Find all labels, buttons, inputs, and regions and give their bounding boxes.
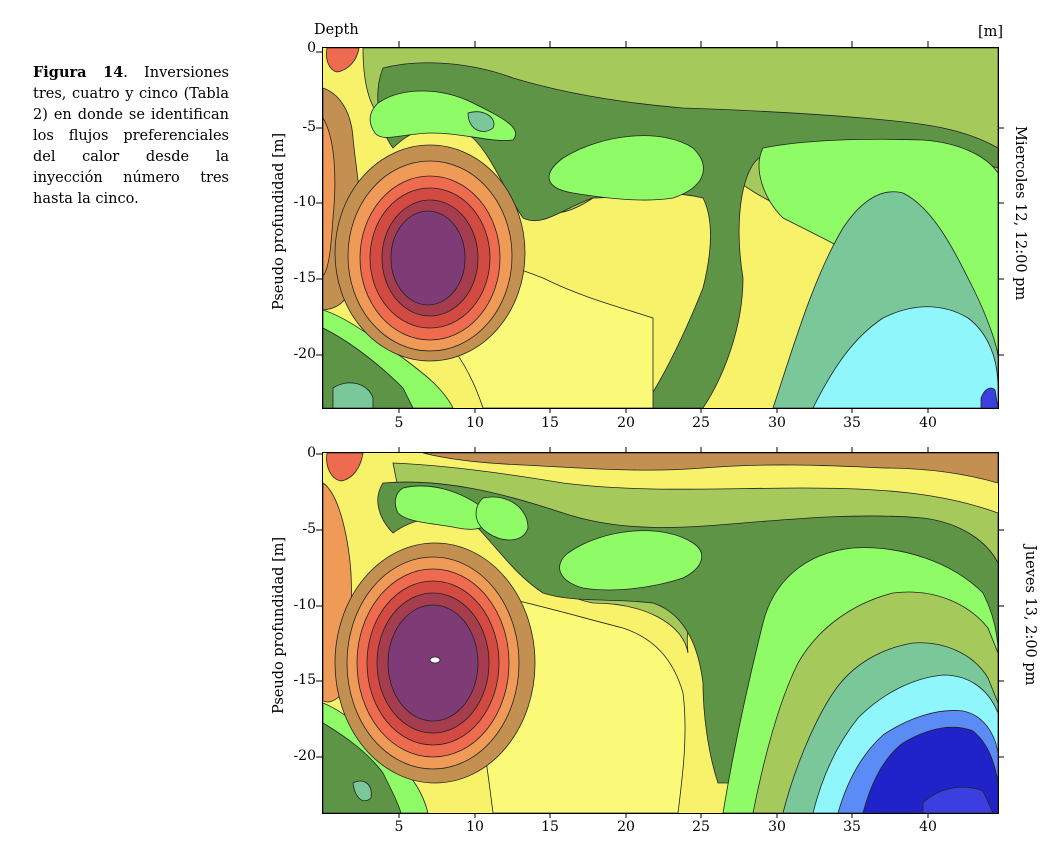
contour-salmon-topleft <box>326 48 360 73</box>
xtick-top: 20 <box>617 415 635 431</box>
xtick-bottom: 10 <box>466 819 484 835</box>
side-label-top: Miercoles 12, 12:00 pm <box>1012 126 1028 301</box>
contour-lightgreen-ne <box>559 530 703 591</box>
xtick-bottom: 30 <box>768 819 786 835</box>
unit-label: [m] <box>978 24 1004 40</box>
contour-core-purple <box>390 210 466 306</box>
xtick-bottom: 40 <box>919 819 937 835</box>
ytick-top: -20 <box>293 346 316 362</box>
y-axis-label-top: Pseudo profundidad [m] <box>271 132 287 310</box>
contour-darkgreen-band <box>377 62 998 408</box>
contour-blue-corner <box>980 387 998 408</box>
side-label-bottom: Jueves 13, 2:00 pm <box>1022 545 1038 686</box>
caption-text: . Inversiones tres, cuatro y cinco (Tabl… <box>33 65 229 207</box>
contour-tan-top <box>422 453 998 484</box>
contour-teal-bl <box>352 780 372 802</box>
y-axis-label-bottom: Pseudo profundidad [m] <box>271 536 287 714</box>
contour-teal-small <box>467 111 495 132</box>
contour-lightgreen-mid <box>475 496 529 541</box>
xtick-top: 10 <box>466 415 484 431</box>
ytick-top: -10 <box>293 194 316 210</box>
contour-cyan-right <box>812 306 998 408</box>
xtick-top: 40 <box>919 415 937 431</box>
ytick-bottom: -15 <box>293 672 316 688</box>
contour-salmon-topleft <box>326 453 364 482</box>
contour-lightgreen-ne <box>548 135 704 201</box>
xtick-bottom: 35 <box>843 819 861 835</box>
figure-caption: Figura 14. Inversiones tres, cuatro y ci… <box>33 62 229 210</box>
ytick-bottom: -20 <box>293 748 316 764</box>
xtick-bottom: 15 <box>541 819 559 835</box>
xtick-bottom: 20 <box>617 819 635 835</box>
contour-map-top <box>323 48 998 408</box>
contour-plot-bottom <box>322 452 999 814</box>
ytick-top: -5 <box>302 119 316 135</box>
contour-lightgreen-nw <box>394 485 490 530</box>
xtick-top: 30 <box>768 415 786 431</box>
xtick-bottom: 5 <box>394 819 404 835</box>
contour-orange-left <box>323 117 336 277</box>
ytick-bottom: -5 <box>302 521 316 537</box>
ytick-top: 0 <box>307 40 316 56</box>
xtick-top: 35 <box>843 415 861 431</box>
contour-deepblue-corner <box>922 786 994 813</box>
contour-white-spot <box>429 656 441 664</box>
caption-label: Figura 14 <box>33 64 124 81</box>
contour-map-bottom <box>323 453 998 813</box>
ytick-bottom: -10 <box>293 597 316 613</box>
xtick-bottom: 25 <box>692 819 710 835</box>
contour-darkgreen-bl <box>323 722 402 813</box>
xtick-top: 25 <box>692 415 710 431</box>
ytick-bottom: 0 <box>307 445 316 461</box>
contour-plot-top <box>322 47 999 409</box>
contour-teal-bl <box>332 382 374 408</box>
depth-label: Depth <box>314 22 359 38</box>
xtick-top: 15 <box>541 415 559 431</box>
xtick-top: 5 <box>394 415 404 431</box>
ytick-top: -15 <box>293 270 316 286</box>
